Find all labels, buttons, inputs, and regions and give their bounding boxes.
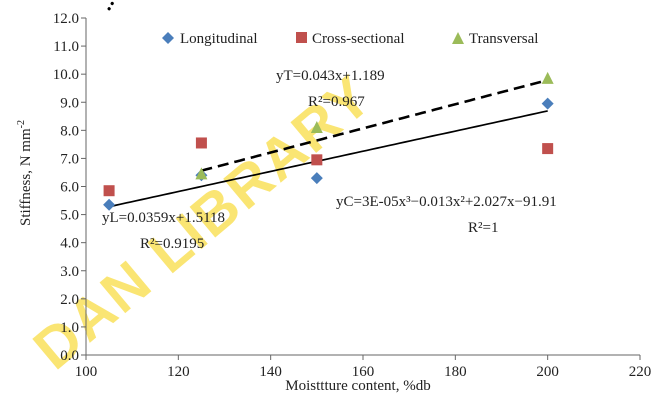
y-tick-label: 0.0: [60, 348, 79, 364]
legend-marker-triangle: [452, 32, 464, 44]
cross-sectional-point: [542, 143, 554, 155]
x-tick-label: 220: [629, 364, 652, 380]
x-tick-label: 140: [259, 364, 282, 380]
longitudinal-point: [541, 97, 554, 110]
y-axis-label: Stiffness, N mm-2: [16, 120, 34, 226]
x-tick-label: 200: [536, 364, 559, 380]
legend-item-transversal: Transversal: [452, 31, 538, 47]
plot-axes: 0.0 1.0 2.0 3.0 4.0 5.0 6.0 7.0 8.0 9.0 10.0 11.0 12…: [53, 11, 652, 380]
annotations: yT=0.043x+1.189 R²=0.967 yL=0.0359x+1.51…: [102, 68, 557, 252]
annotation-yL-r2: R²=0.9195: [140, 236, 204, 252]
x-axis-label: Moisttture content, %db: [285, 378, 430, 394]
legend-item-cross-sectional: Cross-sectional: [296, 31, 404, 47]
y-tick-label: 11.0: [53, 39, 79, 55]
annotation-yL-equation: yL=0.0359x+1.5118: [102, 210, 225, 226]
trendline-transversal: [201, 78, 549, 172]
annotation-yC-equation: yC=3E-05x³−0.013x²+2.027x−91.91: [336, 194, 557, 210]
data-points: [103, 71, 554, 211]
y-tick-label: 8.0: [60, 123, 79, 139]
trendline-cross-sectional: [107, 0, 117, 11]
cross-sectional-point: [195, 137, 207, 149]
transversal-point: [310, 121, 323, 134]
y-tick-label: 12.0: [53, 11, 79, 27]
legend-marker-diamond: [162, 32, 174, 44]
trendline-longitudinal: [108, 110, 548, 208]
longitudinal-point: [310, 172, 323, 185]
legend-item-longitudinal: Longitudinal: [162, 31, 258, 47]
cross-sectional-point: [103, 185, 115, 197]
x-tick-label: 180: [444, 364, 467, 380]
y-tick-label: 4.0: [60, 236, 79, 252]
longitudinal-point: [103, 198, 116, 211]
y-tick-label: 6.0: [60, 180, 79, 196]
y-tick-label: 5.0: [60, 208, 79, 224]
annotation-yT-equation: yT=0.043x+1.189: [276, 68, 385, 84]
x-tick-label: 120: [167, 364, 190, 380]
legend-label: Longitudinal: [180, 31, 258, 47]
y-tick-label: 3.0: [60, 264, 79, 280]
legend-label: Transversal: [469, 31, 538, 47]
legend: Longitudinal Cross-sectional Transversal: [162, 31, 538, 47]
legend-marker-square: [296, 32, 307, 43]
annotation-yC-r2: R²=1: [468, 220, 498, 236]
y-tick-label: 9.0: [60, 95, 79, 111]
y-tick-label: 7.0: [60, 151, 79, 167]
legend-label: Cross-sectional: [312, 31, 404, 47]
x-tick-label: 160: [352, 364, 375, 380]
cross-sectional-point: [311, 154, 323, 166]
y-tick-label: 2.0: [60, 292, 79, 308]
x-tick-label: 100: [75, 364, 98, 380]
y-tick-label: 1.0: [60, 320, 79, 336]
transversal-point: [195, 167, 208, 180]
trendlines: [107, 0, 549, 208]
transversal-point: [541, 71, 554, 84]
y-tick-label: 10.0: [53, 67, 79, 83]
annotation-yT-r2: R²=0.967: [308, 94, 365, 110]
